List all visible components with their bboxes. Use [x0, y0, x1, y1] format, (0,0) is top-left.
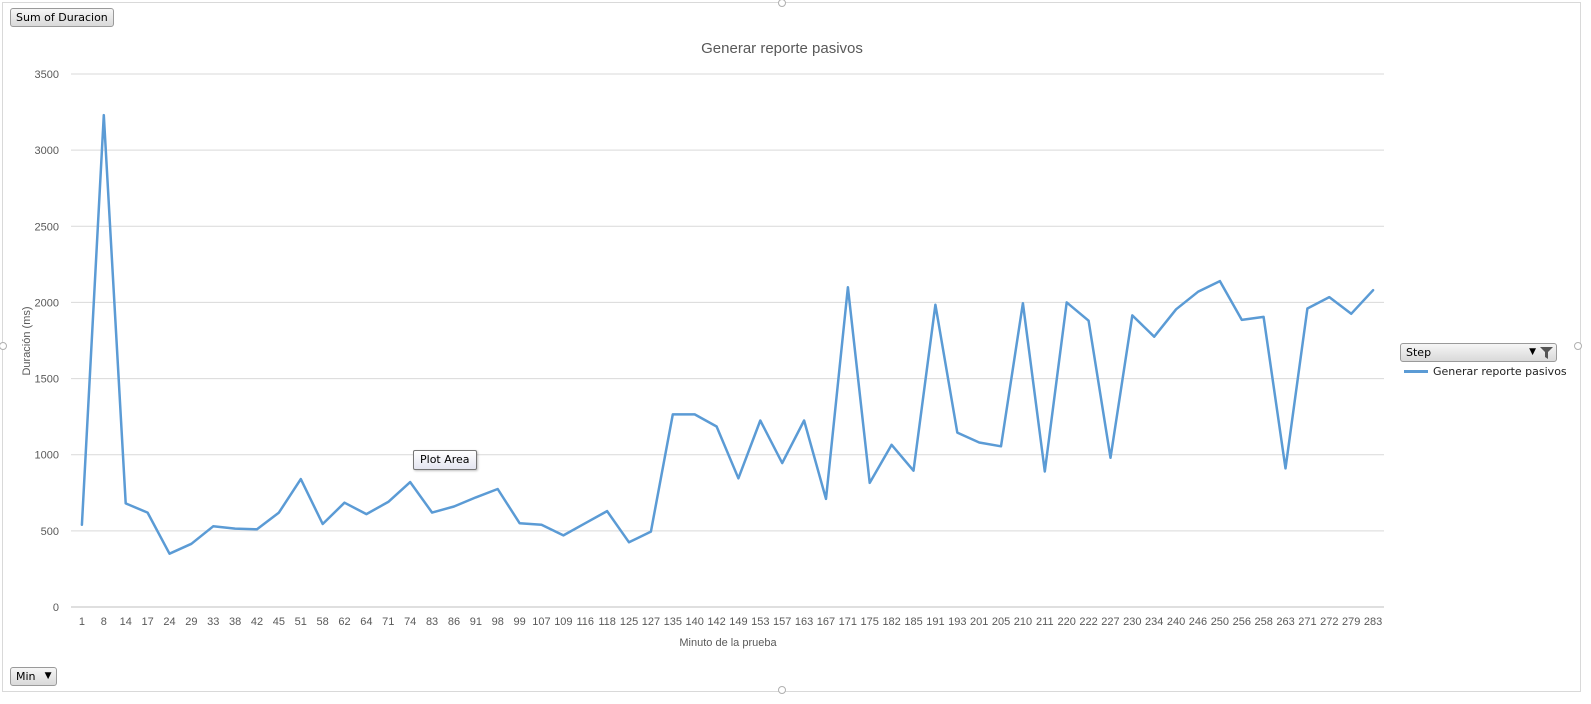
chart-frame[interactable]	[2, 2, 1581, 692]
plot-area-tooltip: Plot Area	[413, 450, 477, 470]
step-field-label: Step	[1406, 346, 1432, 359]
tooltip-text: Plot Area	[420, 453, 470, 466]
resize-handle-top[interactable]	[778, 0, 786, 7]
step-legend-field-button[interactable]: Step ▼	[1400, 343, 1557, 362]
min-field-label: Min	[16, 670, 36, 683]
resize-handle-right[interactable]	[1574, 342, 1582, 350]
dropdown-arrow-icon[interactable]: ▼	[44, 671, 52, 681]
resize-handle-left[interactable]	[0, 342, 7, 350]
resize-handle-bottom[interactable]	[778, 686, 786, 694]
dropdown-arrow-icon[interactable]: ▼	[1529, 347, 1536, 357]
min-axis-field-button[interactable]: Min ▼	[10, 667, 57, 686]
legend-series-swatch	[1404, 370, 1428, 373]
filter-icon[interactable]	[1540, 347, 1553, 359]
legend-series-label: Generar reporte pasivos	[1433, 365, 1567, 378]
sum-field-label: Sum of Duracion	[16, 11, 108, 24]
legend[interactable]: Generar reporte pasivos	[1404, 365, 1567, 378]
sum-of-duracion-field-button[interactable]: Sum of Duracion	[10, 8, 114, 27]
